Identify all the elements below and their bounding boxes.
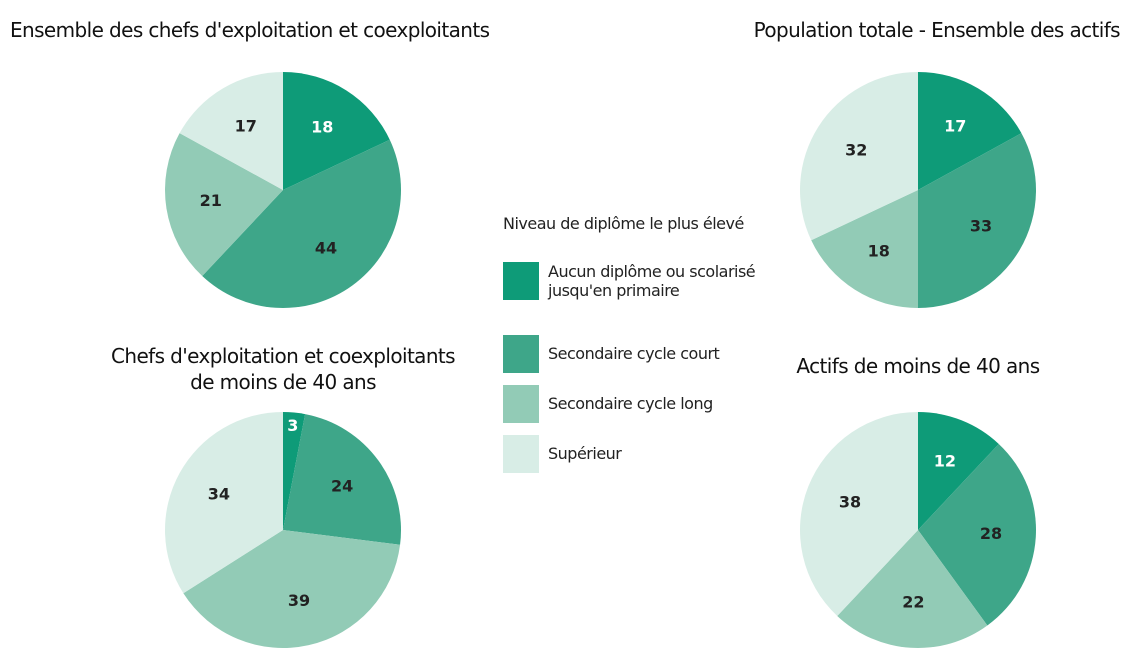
pie-slice bbox=[179, 72, 283, 190]
data-label: 21 bbox=[200, 191, 222, 210]
data-label: 34 bbox=[208, 484, 230, 503]
pie-slice bbox=[799, 412, 918, 617]
data-label: 33 bbox=[970, 217, 992, 236]
pie-slice bbox=[183, 530, 401, 649]
pie-slice bbox=[918, 133, 1036, 308]
pie-slice bbox=[811, 190, 918, 308]
legend-swatch bbox=[503, 435, 539, 473]
pie-slice bbox=[164, 133, 283, 277]
chart-title: Chefs d'exploitation et coexploitants de… bbox=[111, 344, 456, 394]
data-label: 39 bbox=[288, 591, 310, 610]
data-label: 17 bbox=[944, 117, 966, 136]
legend-label: Secondaire cycle court bbox=[548, 344, 720, 363]
pie-slice bbox=[202, 139, 402, 309]
chart-title: Ensemble des chefs d'exploitation et coe… bbox=[10, 18, 490, 42]
pie-slice bbox=[283, 414, 402, 545]
data-label: 12 bbox=[934, 451, 956, 470]
legend-swatch bbox=[503, 335, 539, 373]
data-label: 24 bbox=[331, 476, 353, 495]
pie-slice bbox=[283, 72, 390, 190]
data-label: 28 bbox=[980, 524, 1002, 543]
data-label: 3 bbox=[287, 416, 298, 435]
legend-label: Aucun diplôme ou scolarisé jusqu'en prim… bbox=[548, 262, 756, 300]
pie-slice bbox=[918, 72, 1022, 190]
data-label: 32 bbox=[845, 140, 867, 159]
pie-slice bbox=[918, 443, 1036, 626]
pie-slice bbox=[837, 530, 988, 648]
pie-slice bbox=[165, 412, 283, 594]
legend-label: Supérieur bbox=[548, 444, 622, 463]
legend-swatch bbox=[503, 385, 539, 423]
data-label: 18 bbox=[311, 118, 333, 137]
legend-swatch bbox=[503, 262, 539, 300]
data-label: 44 bbox=[315, 239, 337, 258]
data-label: 22 bbox=[902, 593, 924, 612]
pie-slice bbox=[918, 412, 999, 530]
data-label: 38 bbox=[839, 493, 861, 512]
data-label: 18 bbox=[868, 241, 890, 260]
chart-title: Population totale - Ensemble des actifs bbox=[753, 18, 1121, 42]
chart-title: Actifs de moins de 40 ans bbox=[796, 354, 1040, 378]
legend-title: Niveau de diplôme le plus élevé bbox=[503, 214, 744, 233]
pie-slice bbox=[800, 71, 918, 241]
pie-slice bbox=[283, 412, 306, 530]
data-label: 17 bbox=[235, 117, 257, 136]
legend-label: Secondaire cycle long bbox=[548, 394, 713, 413]
